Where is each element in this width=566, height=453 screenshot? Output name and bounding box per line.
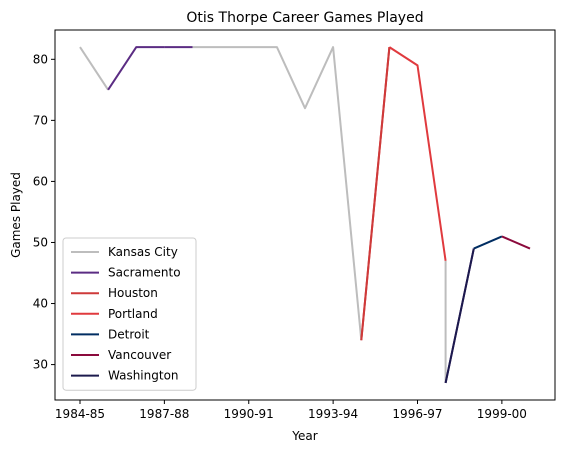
series-line-houston [360, 47, 391, 341]
legend-box [62, 237, 197, 391]
y-axis: 30 40 50 60 70 80 [33, 52, 55, 372]
x-tick-label: 1990-91 [224, 407, 274, 421]
series-line-segment-1 [192, 46, 363, 341]
plot-series [79, 46, 531, 384]
y-tick-label: 80 [33, 52, 48, 66]
x-tick-label: 1999-00 [477, 407, 527, 421]
series-line-detroit [473, 235, 503, 250]
series-line-portland [388, 46, 447, 261]
legend-label: Vancouver [108, 348, 171, 362]
legend-label: Washington [108, 369, 179, 383]
y-tick-label: 70 [33, 113, 48, 127]
legend: Kansas City Sacramento Houston Portland Detr… [62, 237, 197, 391]
series-line-kansas-city [79, 46, 109, 91]
legend-label: Detroit [108, 327, 150, 341]
y-axis-label: Games Played [9, 172, 23, 258]
x-tick-label: 1996-97 [392, 407, 442, 421]
series-line-sacramento [107, 46, 165, 91]
x-tick-label: 1987-88 [139, 407, 189, 421]
y-tick-label: 40 [33, 297, 48, 311]
x-axis-label: Year [291, 429, 317, 443]
y-tick-label: 50 [33, 235, 48, 249]
series-line-vancouver [501, 235, 531, 250]
legend-label: Kansas City [108, 245, 178, 259]
chart-title: Otis Thorpe Career Games Played [186, 10, 423, 26]
legend-label: Houston [108, 286, 158, 300]
y-tick-label: 60 [33, 174, 48, 188]
y-tick-label: 30 [33, 358, 48, 372]
legend-label: Sacramento [108, 266, 181, 280]
legend-label: Portland [108, 307, 158, 321]
plot-frame [54, 29, 556, 401]
x-tick-label: 1984-85 [55, 407, 105, 421]
x-tick-label: 1993-94 [308, 407, 358, 421]
x-axis: 1984-85 1987-88 1990-91 1993-94 1996-97 1999-… [55, 400, 527, 421]
series-line-washington [444, 248, 475, 384]
